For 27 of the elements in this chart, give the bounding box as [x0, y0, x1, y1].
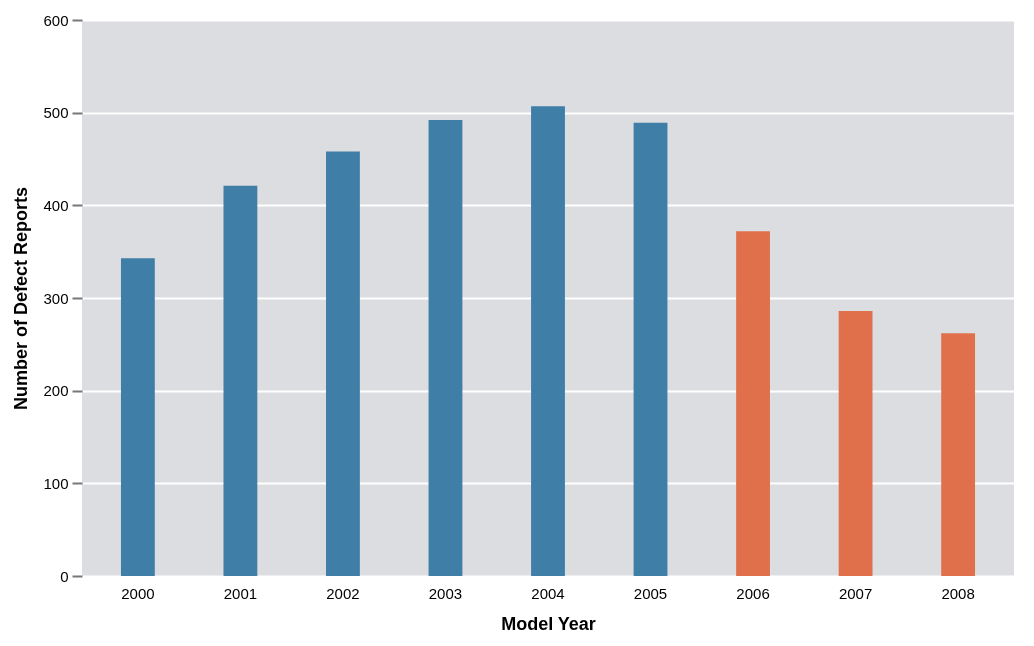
bar [531, 106, 565, 576]
y-tick-label: 200 [43, 382, 69, 400]
y-axis-title: Number of Defect Reports [11, 186, 32, 411]
y-tick-label: 0 [60, 567, 69, 585]
bar [633, 122, 668, 576]
y-tick-label: 300 [43, 289, 69, 307]
x-axis-title: Model Year [501, 613, 596, 634]
x-tick-label: 2008 [941, 584, 975, 602]
bar [941, 333, 976, 576]
y-tick-label: 100 [43, 474, 69, 492]
y-tick-label: 600 [43, 11, 69, 29]
bar [120, 258, 155, 576]
bar [428, 120, 463, 576]
x-tick-label: 2002 [326, 584, 360, 602]
bar [838, 310, 873, 576]
x-tick-label: 2007 [838, 584, 873, 602]
x-tick-label: 2003 [428, 584, 463, 602]
x-tick-label: 2004 [531, 584, 565, 602]
x-tick-label: 2001 [223, 584, 258, 602]
bar [223, 185, 258, 576]
bar [736, 231, 770, 576]
x-tick-label: 2005 [633, 584, 668, 602]
x-tick-label: 2006 [736, 584, 770, 602]
y-tick-label: 500 [43, 104, 69, 122]
y-tick-label: 400 [43, 196, 69, 214]
x-tick-label: 2000 [121, 584, 155, 602]
bar [326, 151, 360, 576]
